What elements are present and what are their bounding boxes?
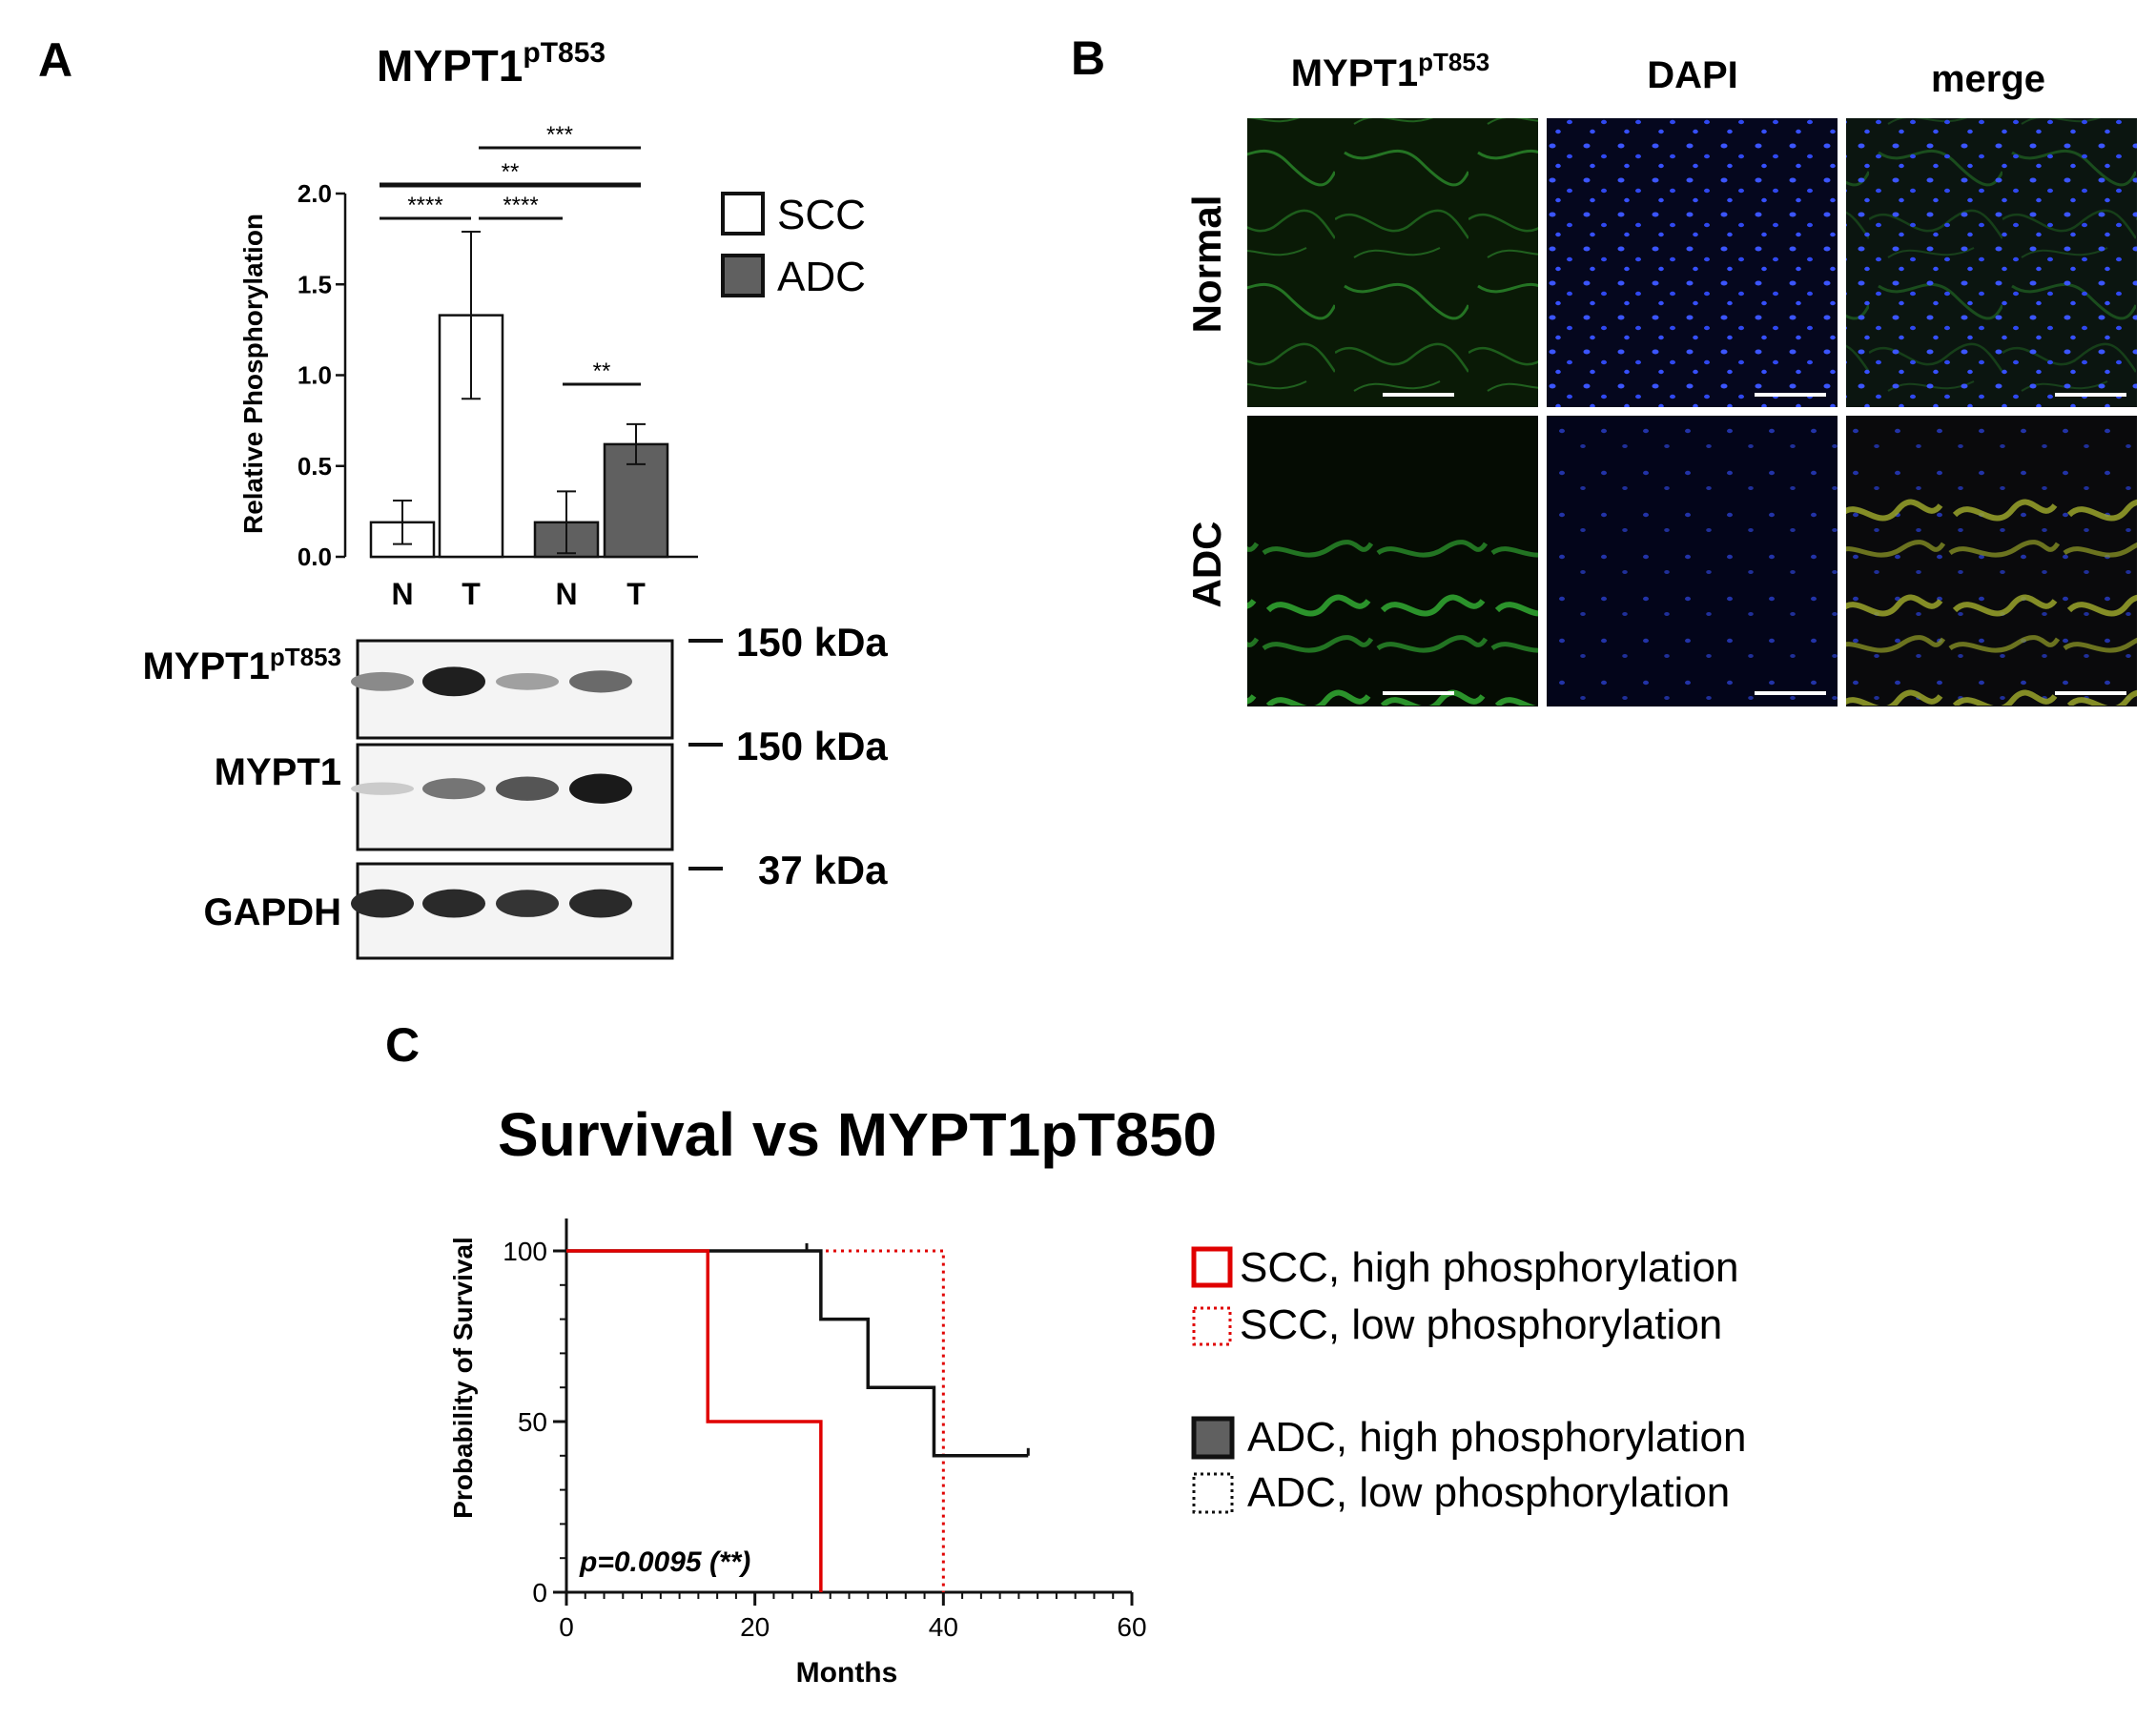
if-col-header-dapi: DAPI xyxy=(1647,54,1738,96)
marker-label: 150 kDa xyxy=(736,724,888,768)
km-legend-label-adc-low: ADC, low phosphorylation xyxy=(1247,1469,1730,1516)
legend-label-scc: SCC xyxy=(777,192,866,238)
significance-label: **** xyxy=(503,193,538,218)
km-y-tick-label: 100 xyxy=(503,1237,547,1266)
blot-label: GAPDH xyxy=(204,891,341,933)
bar-y-tick-label: 2.0 xyxy=(298,179,332,208)
km-legend-label-scc-low: SCC, low phosphorylation xyxy=(1240,1301,1722,1348)
blot-band xyxy=(496,776,559,801)
bar-chart-title: MYPT1pT853 xyxy=(377,37,606,91)
blot-label: MYPT1 xyxy=(215,751,341,793)
if-row-header-adc: ADC xyxy=(1184,522,1229,608)
blot-band xyxy=(569,670,632,693)
blot-band xyxy=(496,672,559,690)
km-legend-label-scc-high: SCC, high phosphorylation xyxy=(1240,1244,1738,1291)
bar-y-tick-label: 0.0 xyxy=(298,543,332,571)
km-chart: Probability of Survival Months p=0.0095 … xyxy=(448,1218,1147,1689)
if-image-adc-merge xyxy=(1846,416,2137,706)
error-bar xyxy=(626,422,646,465)
if-image-normal-dapi xyxy=(1547,118,1838,407)
error-bar xyxy=(462,231,481,400)
km-y-tick-label: 50 xyxy=(518,1407,547,1437)
km-legend-swatch-scc-low xyxy=(1192,1306,1232,1346)
blot-band xyxy=(569,773,632,804)
blot-band xyxy=(422,778,485,800)
if-image-adc-mypt1 xyxy=(1247,416,1538,706)
km-x-tick-label: 0 xyxy=(559,1612,574,1642)
if-col-header-mypt1: MYPT1pT853 xyxy=(1291,48,1490,94)
blot-band xyxy=(422,889,485,918)
bar-y-tick-label: 1.0 xyxy=(298,361,332,390)
blot-band xyxy=(351,782,414,795)
scale-bar xyxy=(1755,691,1826,695)
scale-bar xyxy=(2055,393,2126,397)
blot-label: MYPT1pT853 xyxy=(142,643,341,687)
panel-letter-c: C xyxy=(385,1018,420,1072)
significance-label: **** xyxy=(407,193,442,218)
error-bar xyxy=(557,490,576,555)
blot-box xyxy=(356,639,674,740)
significance-label: ** xyxy=(593,358,611,384)
km-x-tick-label: 60 xyxy=(1117,1612,1146,1642)
if-col-header-merge: merge xyxy=(1931,58,2045,100)
km-y-tick-label: 0 xyxy=(532,1578,547,1607)
bar-x-tick-label: N xyxy=(391,577,413,611)
if-image-normal-merge xyxy=(1846,118,2137,407)
km-legend: SCC, high phosphorylation SCC, low phosp… xyxy=(1191,1244,1746,1516)
km-line-adc-high-phosphorylation xyxy=(566,1249,1029,1458)
bar-y-tick-label: 1.5 xyxy=(298,270,332,298)
blot-band xyxy=(351,889,414,918)
km-line-scc-high-phosphorylation xyxy=(566,1249,823,1592)
blot-band xyxy=(496,890,559,917)
legend-swatch-scc xyxy=(721,192,765,235)
scale-bar xyxy=(1383,691,1454,695)
bar-y-tick-label: 0.5 xyxy=(298,452,332,481)
if-image-normal-mypt1 xyxy=(1247,118,1538,407)
bar-x-tick-label: T xyxy=(626,577,646,611)
km-y-axis-label: Probability of Survival xyxy=(448,1237,478,1519)
km-x-tick-label: 40 xyxy=(929,1612,958,1642)
bar-x-tick-label: N xyxy=(555,577,577,611)
km-legend-swatch-scc-high xyxy=(1191,1246,1233,1288)
panel-letter-b: B xyxy=(1071,31,1105,85)
error-bar xyxy=(393,499,412,545)
western-blot: MYPT1pT853 150 kDa MYPT1 150 kDa GAPDH 37 kDa xyxy=(142,620,888,960)
km-chart-title: Survival vs MYPT1pT850 xyxy=(498,1100,1217,1169)
significance-label: ** xyxy=(502,159,520,185)
blot-band xyxy=(422,666,485,697)
km-x-axis-label: Months xyxy=(796,1657,898,1689)
km-legend-label-adc-high: ADC, high phosphorylation xyxy=(1247,1414,1746,1461)
bar-legend: SCC ADC xyxy=(721,192,866,300)
blot-band xyxy=(351,671,414,691)
blot-band xyxy=(569,889,632,918)
marker-label: 37 kDa xyxy=(758,848,888,892)
scale-bar xyxy=(1383,393,1454,397)
significance-label: *** xyxy=(546,122,573,148)
legend-label-adc: ADC xyxy=(777,254,866,300)
km-x-tick-label: 20 xyxy=(740,1612,770,1642)
marker-label: 150 kDa xyxy=(736,620,888,665)
km-p-value-annotation: p=0.0095 (**) xyxy=(579,1546,750,1578)
legend-swatch-adc xyxy=(721,254,765,297)
bar-y-axis-label: Relative Phosphorylation xyxy=(238,214,268,534)
km-legend-swatch-adc-low xyxy=(1192,1472,1234,1514)
scale-bar xyxy=(1755,393,1826,397)
bar-chart: Relative Phosphorylation 0.0 0.5 1.0 1.5 2.0… xyxy=(238,122,698,611)
if-grid: MYPT1pT853 DAPI merge Normal ADC xyxy=(1184,48,2137,706)
km-legend-swatch-adc-high xyxy=(1191,1416,1235,1460)
bar-x-tick-label: T xyxy=(462,577,481,611)
scale-bar xyxy=(2055,691,2126,695)
panel-letter-a: A xyxy=(38,33,72,87)
km-line-scc-low-phosphorylation xyxy=(566,1249,945,1592)
if-row-header-normal: Normal xyxy=(1184,195,1229,334)
if-image-adc-dapi xyxy=(1547,416,1838,706)
